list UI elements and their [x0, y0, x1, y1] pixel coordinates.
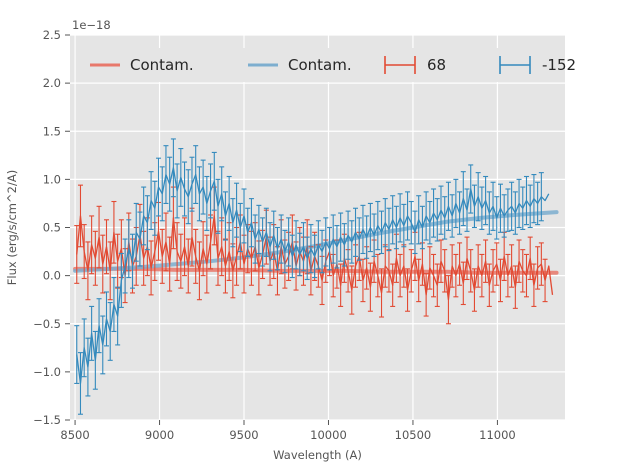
mask-top: [0, 0, 617, 35]
ytick-label: 0.0: [43, 269, 61, 283]
contamination-line-e8786b: [73, 266, 559, 275]
legend-label: 68: [427, 56, 446, 74]
ytick-label: 2.5: [43, 28, 61, 42]
x-axis-label: Wavelength (A): [273, 448, 362, 462]
mask-left: [0, 0, 70, 467]
ytick-label: −0.5: [33, 317, 61, 331]
legend-entry-2[interactable]: 68: [384, 56, 446, 74]
errorbar-series--152: [74, 0, 559, 415]
data-line--152: [76, 167, 550, 385]
ytick-label: 1.0: [43, 172, 61, 186]
ytick-label: 1.5: [43, 124, 61, 138]
xtick-label: 10000: [310, 428, 347, 442]
legend-label: Contam.: [130, 56, 194, 74]
legend-entry-3[interactable]: ‐152: [499, 56, 576, 74]
legend-background: [77, 48, 559, 82]
ytick-label: 2.0: [43, 76, 61, 90]
ytick-label: 0.5: [43, 221, 61, 235]
y-axis-offset-text: 1e−18: [72, 18, 111, 32]
mask-bottom: [0, 420, 617, 467]
legend-label: ‐152: [542, 56, 576, 74]
xtick-label: 10500: [395, 428, 432, 442]
ytick-label: −1.0: [33, 365, 61, 379]
xtick-label: 9500: [229, 428, 258, 442]
legend-label: Contam.: [288, 56, 352, 74]
mask-right: [565, 0, 617, 467]
legend-entry-1[interactable]: Contam.: [248, 56, 352, 74]
xtick-label: 8500: [60, 428, 89, 442]
y-axis-label: Flux (erg/s/cm^2/A): [5, 170, 19, 285]
legend-entry-0[interactable]: Contam.: [90, 56, 194, 74]
xtick-label: 9000: [145, 428, 174, 442]
xtick-label: 11000: [479, 428, 516, 442]
axis-ticks: −1.5 −1.0 −0.5 0.0 0.5 1.0 1.5 2.0 2.5 8500 9000 95…: [33, 28, 516, 442]
ytick-label: −1.5: [33, 413, 61, 427]
legend: Contam. Contam. 68 ‐152: [77, 48, 576, 82]
